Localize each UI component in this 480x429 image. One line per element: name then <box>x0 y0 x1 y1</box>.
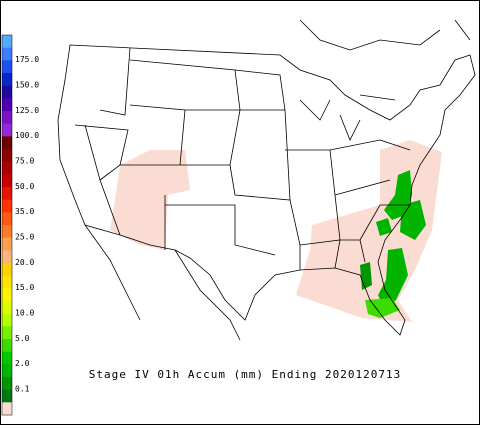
legend-swatch <box>2 250 12 264</box>
legend-swatch <box>2 123 12 137</box>
legend-swatch <box>2 389 12 403</box>
legend-label: 15.0 <box>15 283 34 292</box>
legend-label: 10.0 <box>15 309 34 318</box>
legend-swatch <box>2 35 12 48</box>
legend-swatch <box>2 149 12 162</box>
legend-border <box>1 34 13 416</box>
legend-label: 0.1 <box>15 385 30 394</box>
legend-label: 5.0 <box>15 334 30 343</box>
legend-swatch <box>2 161 12 175</box>
legend-label: 35.0 <box>15 207 34 216</box>
legend-swatch <box>2 288 12 302</box>
legend-swatch <box>2 47 12 61</box>
legend-swatch <box>2 275 12 289</box>
legend-swatch <box>2 85 12 99</box>
legend-label: 25.0 <box>15 233 34 242</box>
legend-swatch <box>2 98 12 112</box>
color-legend: 175.0 150.0 125.0 100.0 75.0 50.0 35.0 25.0 20.0… <box>1 34 39 416</box>
legend-swatch <box>2 351 12 365</box>
legend-label: 2.0 <box>15 359 30 368</box>
legend-swatch <box>2 187 12 200</box>
legend-swatch <box>2 313 12 327</box>
legend-label: 75.0 <box>15 157 34 166</box>
legend-swatch <box>2 263 12 276</box>
legend-swatch <box>2 73 12 86</box>
legend-swatch <box>2 199 12 213</box>
legend-swatch <box>2 111 12 124</box>
us-outline <box>57 19 476 341</box>
legend-swatch <box>2 301 12 314</box>
map-title: Stage IV 01h Accum (mm) Ending 202012071… <box>89 368 402 381</box>
legend-swatch <box>2 237 12 251</box>
legend-swatch <box>2 174 12 188</box>
legend-swatch <box>2 326 12 340</box>
legend-swatch <box>2 402 12 416</box>
legend-swatch <box>2 60 12 74</box>
legend-swatch <box>2 212 12 226</box>
legend-swatch <box>2 364 12 378</box>
legend-label: 175.0 <box>15 55 39 64</box>
legend-label: 20.0 <box>15 258 34 267</box>
legend-swatch <box>2 225 12 238</box>
legend-swatch <box>2 136 12 150</box>
legend-label: 100.0 <box>15 131 39 140</box>
legend-swatch <box>2 377 12 390</box>
legend-label: 150.0 <box>15 81 39 90</box>
legend-swatch <box>2 339 12 352</box>
legend-label: 50.0 <box>15 182 34 191</box>
legend-label: 125.0 <box>15 106 39 115</box>
